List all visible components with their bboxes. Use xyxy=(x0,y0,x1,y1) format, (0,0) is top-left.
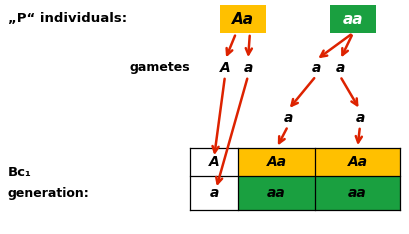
Text: „P“ individuals:: „P“ individuals: xyxy=(8,11,127,25)
Bar xyxy=(330,5,376,33)
Bar xyxy=(315,148,400,176)
Text: a: a xyxy=(355,111,365,125)
Text: a: a xyxy=(283,111,293,125)
Text: Aa: Aa xyxy=(232,11,254,26)
Text: generation:: generation: xyxy=(8,187,90,201)
Text: Aa: Aa xyxy=(347,155,368,169)
Bar xyxy=(315,176,400,210)
Text: A: A xyxy=(220,61,230,75)
Text: Aa: Aa xyxy=(266,155,287,169)
Text: a: a xyxy=(335,61,345,75)
Bar xyxy=(238,176,315,210)
Text: a: a xyxy=(243,61,253,75)
Bar xyxy=(220,5,266,33)
Text: Bc₁: Bc₁ xyxy=(8,165,32,179)
Text: a: a xyxy=(209,186,219,200)
Text: gametes: gametes xyxy=(130,62,191,74)
Bar xyxy=(238,148,315,176)
Text: aa: aa xyxy=(348,186,367,200)
Text: A: A xyxy=(209,155,219,169)
Text: aa: aa xyxy=(267,186,286,200)
Text: a: a xyxy=(311,61,321,75)
Text: aa: aa xyxy=(343,11,363,26)
